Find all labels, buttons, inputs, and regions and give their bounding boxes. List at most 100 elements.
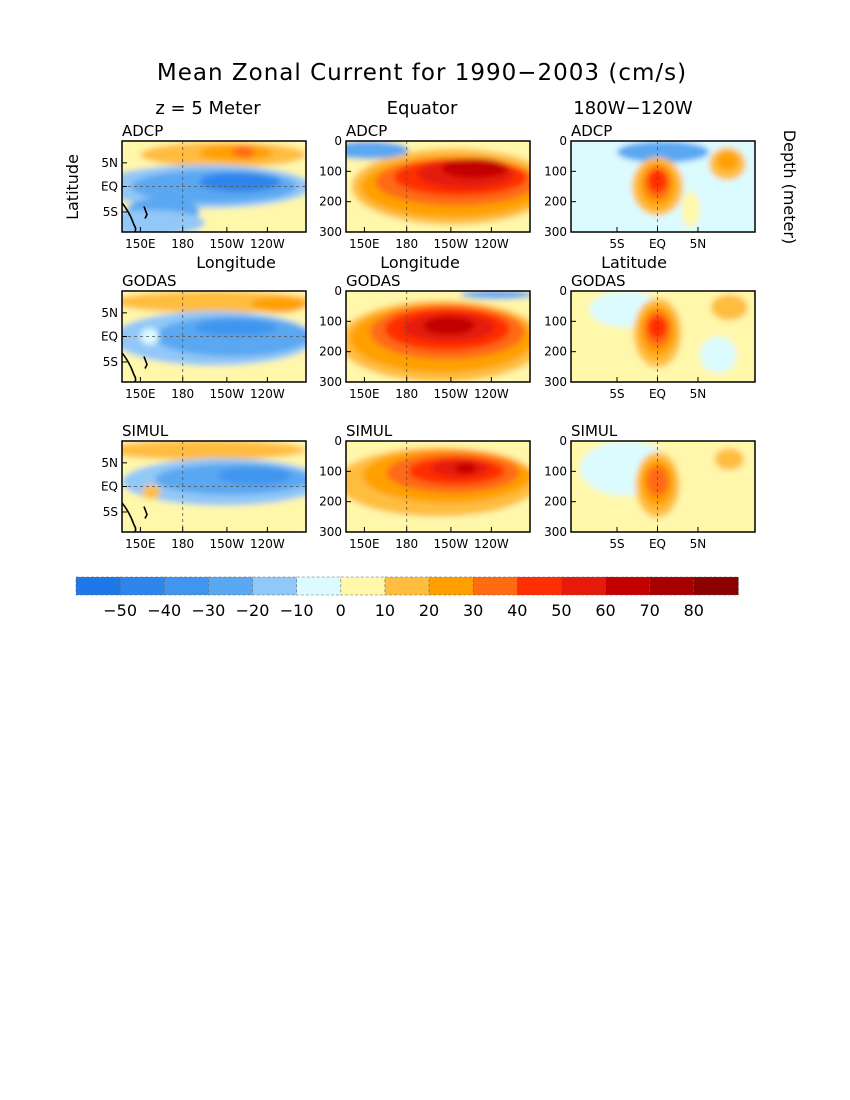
x-tick-label: 5S [609, 237, 624, 251]
colorbar-tick-label: 60 [595, 601, 615, 620]
contour-region [714, 448, 744, 471]
x-tick-label: 150E [125, 537, 156, 551]
column-title-surface: z = 5 Meter [155, 98, 261, 119]
coastline [122, 202, 137, 232]
panel-adcp-equator: ADCP 150E 180 150W 120W 0 100 200 300 [319, 122, 531, 251]
ylabel-latitude: Latitude [63, 154, 82, 220]
contour-region [250, 296, 306, 313]
contour-region [122, 441, 306, 461]
panel-simul-equator: SIMUL 150E 180 150W 120W 0 100 200 300 [319, 422, 531, 551]
x-tick-label: 180 [395, 387, 418, 401]
contour-region [122, 210, 205, 232]
colorbar-swatch [561, 576, 607, 596]
field-adcp-latband [571, 141, 755, 232]
colorbar-swatch [340, 576, 386, 596]
y-tick-label: 200 [544, 345, 567, 359]
contour-region [460, 291, 530, 300]
panel-label: GODAS [571, 272, 626, 290]
coastline-island [143, 356, 148, 369]
colorbar-tick-label: −20 [236, 601, 270, 620]
y-tick-label: 100 [319, 464, 342, 478]
panel-label: ADCP [122, 122, 163, 140]
y-tick-label: 0 [334, 284, 342, 298]
coastline [122, 352, 137, 382]
contour-region [232, 146, 255, 158]
y-tick-label: 100 [544, 314, 567, 328]
panel-godas-surface: GODAS 150E 180 150W 120W 5N EQ 5S [101, 272, 307, 401]
x-tick-label: EQ [649, 387, 666, 401]
contour-region [423, 316, 475, 335]
panel-godas-latband: GODAS 5S EQ 5N 0 100 200 300 [544, 272, 756, 401]
y-tick-label: 5N [101, 306, 118, 320]
coastline-island [143, 206, 148, 219]
x-tick-label: 180 [171, 237, 194, 251]
field-simul-latband [571, 441, 755, 532]
colorbar-swatch [75, 576, 121, 596]
xlabel-latitude-right: Latitude [601, 253, 667, 272]
panel-label: ADCP [571, 122, 612, 140]
y-tick-label: 300 [544, 525, 567, 539]
contour-region [199, 171, 281, 192]
y-tick-label: 0 [559, 284, 567, 298]
x-tick-label: 150E [125, 387, 156, 401]
x-tick-label: 5N [690, 237, 707, 251]
y-tick-label: 100 [544, 464, 567, 478]
colorbar-swatch [163, 576, 210, 596]
y-tick-label: 200 [544, 495, 567, 509]
x-tick-label: 120W [250, 387, 285, 401]
x-tick-label: 150W [433, 387, 468, 401]
colorbar-tick-label: −30 [192, 601, 226, 620]
colorbar-tick-label: 70 [640, 601, 660, 620]
contour-region [441, 158, 508, 179]
colorbar-swatch [605, 576, 651, 596]
panel-frame [570, 440, 756, 533]
x-tick-label: 180 [171, 387, 194, 401]
field-godas-surface [122, 291, 306, 382]
y-tick-label: 100 [544, 164, 567, 178]
x-tick-label: 180 [395, 237, 418, 251]
y-tick-label: 100 [319, 164, 342, 178]
x-tick-label: 150W [433, 537, 468, 551]
column-title-latband: 180W−120W [573, 98, 693, 119]
contour-region [646, 465, 669, 497]
panel-adcp-surface: ADCP 150E 180 150W 120W 5N EQ 5S [101, 122, 307, 251]
colorbar-tick-label: 80 [684, 601, 704, 620]
contour-region [346, 141, 409, 160]
colorbar-swatch [472, 576, 519, 596]
colorbar-tick-label: 20 [419, 601, 439, 620]
colorbar-swatch [649, 576, 695, 596]
column-title-equator: Equator [387, 98, 458, 119]
panel-simul-latband: SIMUL 5S EQ 5N 0 100 200 300 [544, 422, 756, 551]
colorbar-swatch [384, 576, 430, 596]
y-tick-label: 300 [319, 525, 342, 539]
xlabel-longitude-mid: Longitude [380, 253, 460, 272]
y-tick-label: 200 [319, 495, 342, 509]
y-tick-label: 0 [559, 434, 567, 448]
x-tick-label: 150W [209, 237, 244, 251]
y-tick-label: 5S [103, 205, 118, 219]
y-tick-label: 300 [544, 225, 567, 239]
panel-label: GODAS [346, 272, 401, 290]
panel-frame [345, 140, 531, 233]
contour-region [142, 484, 161, 500]
colorbar-tick-label: 10 [375, 601, 395, 620]
y-tick-label: 300 [319, 375, 342, 389]
panel-simul-surface: SIMUL 150E 180 150W 120W 5N EQ 5S [101, 422, 307, 551]
field-adcp-surface [122, 141, 306, 232]
panel-label: GODAS [122, 272, 177, 290]
contour-region [716, 151, 739, 171]
x-tick-label: 150W [209, 387, 244, 401]
contour-region [648, 170, 667, 192]
colorbar-swatch [516, 576, 563, 596]
x-tick-label: 150W [433, 237, 468, 251]
x-tick-label: 150E [349, 537, 380, 551]
colorbar-tick-label: −40 [147, 601, 181, 620]
colorbar-tick-label: 0 [336, 601, 346, 620]
contour-region [454, 462, 477, 474]
y-tick-label: 300 [544, 375, 567, 389]
x-tick-label: 120W [250, 537, 285, 551]
y-tick-label: 200 [319, 195, 342, 209]
x-tick-label: 180 [395, 537, 418, 551]
panel-label: SIMUL [571, 422, 618, 440]
